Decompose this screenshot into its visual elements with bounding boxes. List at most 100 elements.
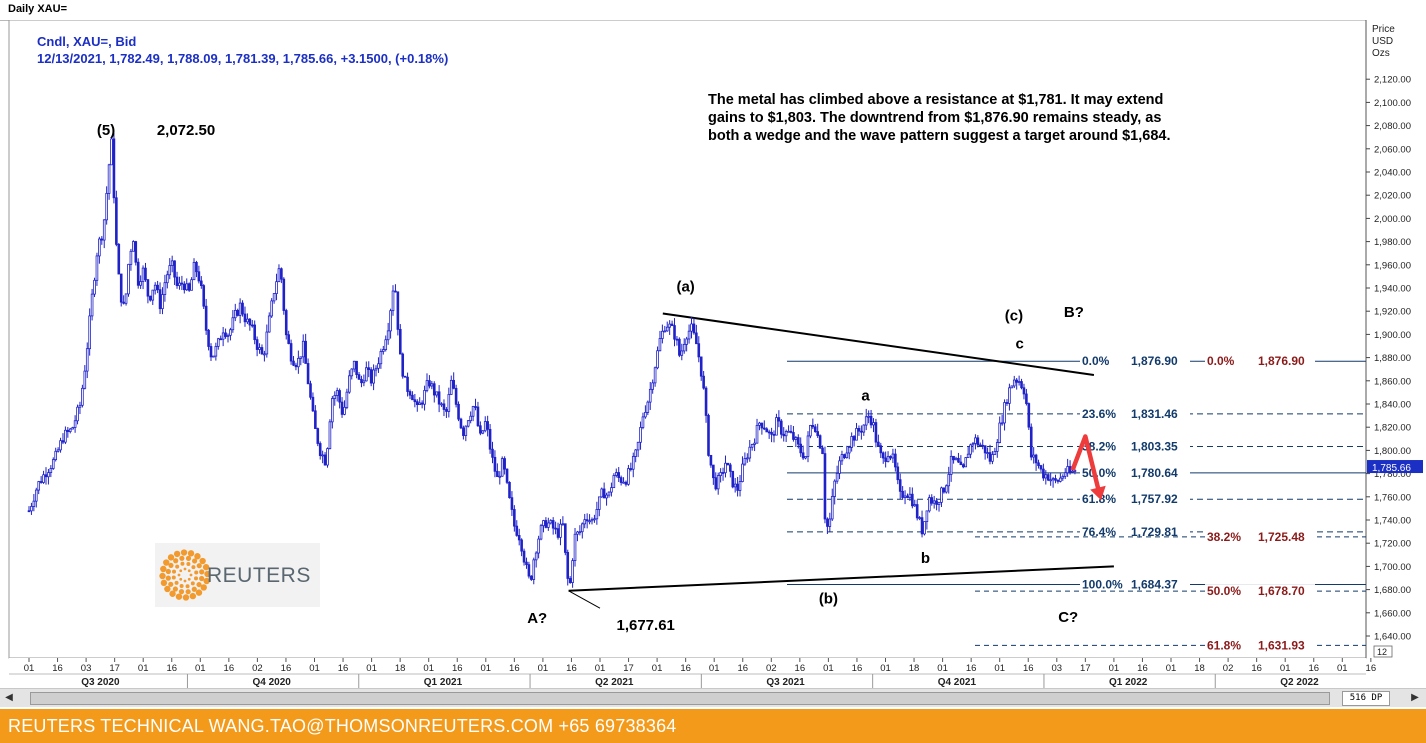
candle-body: [644, 411, 647, 418]
candle-body: [500, 458, 504, 477]
wave-label: a: [861, 388, 870, 405]
candle-body: [896, 466, 900, 481]
candle-body: [978, 444, 982, 447]
candle-body: [248, 318, 252, 326]
candle-body: [554, 527, 557, 530]
candle-body: [64, 429, 67, 443]
candle-body: [627, 468, 630, 485]
logo-dot: [187, 577, 191, 581]
candle-body: [777, 417, 781, 422]
candle-body: [816, 431, 819, 437]
candle-body: [687, 330, 691, 340]
candle-body: [425, 380, 429, 391]
horizontal-scrollbar[interactable]: ◀ 516 DP ▶: [0, 688, 1426, 707]
fib-pct-label: 100.0%: [1082, 578, 1123, 592]
scroll-left-arrow-icon[interactable]: ◀: [5, 692, 13, 703]
candle-body: [37, 481, 41, 491]
fib-pct-label: 50.0%: [1082, 466, 1116, 480]
candle-body: [119, 273, 123, 303]
fib-value-label: 1,757.92: [1131, 492, 1178, 506]
logo-dot: [191, 565, 196, 570]
candle-body: [804, 456, 807, 459]
candle-body: [367, 367, 371, 370]
candle-body: [697, 343, 701, 358]
zoom-level[interactable]: 516 DP: [1342, 691, 1390, 706]
candle-body: [1071, 470, 1074, 473]
scroll-thumb[interactable]: [30, 692, 1330, 705]
candle-body: [840, 454, 844, 462]
lower-wedge-line: [568, 565, 1114, 592]
x-tick-label: 16: [1137, 663, 1148, 674]
candle-body: [544, 520, 548, 528]
candle-body: [826, 518, 829, 527]
candle-body: [331, 398, 334, 423]
candle-body: [658, 338, 662, 352]
candle-body: [845, 452, 849, 459]
candle-body: [216, 338, 220, 347]
x-tick-label: 16: [452, 663, 463, 674]
candle-body: [794, 437, 798, 440]
scroll-right-arrow-icon[interactable]: ▶: [1411, 692, 1419, 703]
candle-body: [588, 520, 591, 523]
upper-wedge-line: [662, 312, 1095, 376]
logo-dot: [168, 562, 174, 569]
candle-body: [726, 462, 730, 466]
candle-body: [122, 301, 125, 304]
fib-ext-label-bg: [1205, 354, 1315, 368]
fib-label-bg: [1080, 354, 1190, 368]
footer-banner: REUTERS TECHNICAL WANG.TAO@THOMSONREUTER…: [0, 709, 1426, 743]
candle-body: [129, 250, 133, 265]
candle-body: [1005, 402, 1009, 404]
candle-body: [532, 559, 536, 580]
candle-body: [309, 383, 312, 398]
candle-body: [753, 442, 756, 445]
candle-body: [823, 453, 827, 520]
candle-body: [748, 446, 752, 459]
last-price-marker: 1,785.66: [1367, 460, 1423, 474]
candle-body: [714, 477, 718, 490]
x-quarter-label: Q3 2021: [766, 677, 805, 688]
candle-body: [993, 450, 997, 455]
logo-dot: [199, 569, 205, 575]
candle-body: [520, 539, 523, 552]
candle-body: [976, 437, 980, 446]
candle-body: [1003, 402, 1006, 424]
y-tick-label: 1,940.00: [1374, 284, 1411, 295]
candle-body: [593, 518, 596, 521]
candle-body: [124, 293, 128, 304]
candle-body: [556, 528, 560, 538]
candle-body: [102, 219, 106, 241]
fib-ext-pct-label: 50.0%: [1207, 584, 1241, 598]
y-tick-label: 2,020.00: [1374, 191, 1411, 202]
candle-body: [515, 525, 519, 536]
candle-body: [830, 496, 834, 520]
candle-body: [304, 340, 307, 364]
candle-body: [510, 497, 514, 510]
candle-body: [602, 488, 606, 499]
candle-body: [117, 243, 121, 275]
wave-label: b: [921, 550, 930, 567]
candle-body: [323, 454, 327, 466]
candle-body: [692, 323, 696, 334]
candle-body: [483, 421, 487, 432]
x-tick-label: 16: [52, 663, 63, 674]
candle-body: [733, 483, 737, 488]
candle-body: [386, 330, 390, 341]
candle-body: [1020, 381, 1023, 389]
candle-body: [736, 483, 739, 491]
candle-body: [163, 282, 167, 295]
x-tick-label: 02: [766, 663, 777, 674]
candle-body: [792, 432, 795, 440]
candle-body: [377, 363, 380, 369]
candle-body: [760, 422, 764, 429]
candle-body: [151, 289, 155, 301]
candle-body: [564, 523, 567, 553]
candle-body: [947, 474, 951, 487]
candle-body: [508, 481, 511, 499]
candle-body: [940, 487, 943, 503]
candle-body: [47, 472, 50, 478]
logo-dot: [182, 594, 190, 601]
wave-label: (c): [1005, 307, 1023, 324]
candle-body: [1037, 462, 1040, 466]
candle-body: [631, 456, 635, 470]
